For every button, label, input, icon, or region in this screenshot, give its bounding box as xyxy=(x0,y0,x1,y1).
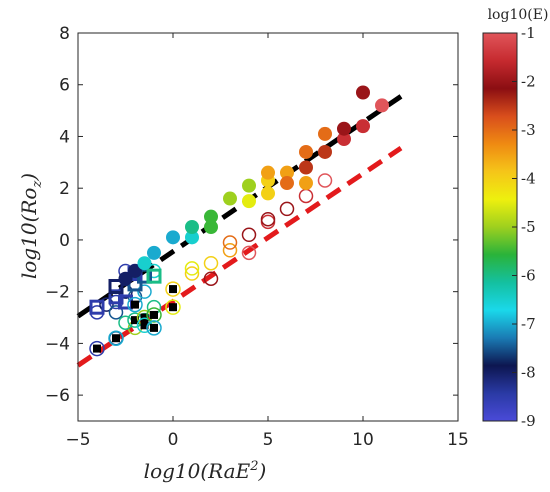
y-tick-label: −2 xyxy=(45,283,70,303)
colorbar-tick-label: -7 xyxy=(521,315,536,333)
open-circle-point xyxy=(203,255,219,271)
open-circle-point xyxy=(137,284,152,299)
square-ring-point xyxy=(146,320,162,336)
colorbar-tick-label: -2 xyxy=(521,73,536,91)
open-circle-point xyxy=(184,261,200,276)
open-circle-point xyxy=(260,211,276,227)
filled-circle-point xyxy=(299,160,313,175)
filled-circle-point xyxy=(242,194,256,209)
filled-circle-point xyxy=(337,132,351,147)
x-tick-label: 5 xyxy=(263,430,274,450)
data-points xyxy=(89,85,389,357)
square-ring-point xyxy=(89,340,105,357)
plot-axes-box xyxy=(77,32,459,422)
black-square-point xyxy=(140,321,149,330)
x-tick-label: 10 xyxy=(352,430,374,450)
filled-circle-point xyxy=(318,126,332,141)
colorbar-tick-label: -8 xyxy=(521,364,536,382)
square-ring-point xyxy=(165,281,181,297)
square-ring-point xyxy=(165,299,181,315)
filled-circle-point xyxy=(166,230,180,245)
open-square-point xyxy=(146,268,162,284)
filled-circle-point xyxy=(137,256,152,271)
filled-circle-point xyxy=(337,121,351,136)
colorbar-tick-label: -3 xyxy=(521,121,536,139)
filled-circle-point xyxy=(356,119,370,134)
y-axis-label: log10(Roz) xyxy=(17,173,45,279)
open-circle-point xyxy=(317,173,333,188)
filled-circle-point xyxy=(204,220,218,234)
filled-circle-point xyxy=(280,176,294,191)
filled-circle-point xyxy=(356,85,370,100)
colorbar-title: log10(E) xyxy=(488,7,549,23)
open-circle-point xyxy=(279,201,295,217)
open-circle-point xyxy=(222,235,238,250)
black-square-point xyxy=(169,285,177,294)
black-square-point xyxy=(131,300,139,309)
x-tick-label: 0 xyxy=(168,430,179,450)
filled-circle-point xyxy=(242,178,256,193)
y-tick-label: 2 xyxy=(59,179,70,199)
fit-line xyxy=(76,146,403,368)
filled-circle-point xyxy=(185,220,199,234)
x-tick-label: 15 xyxy=(447,430,469,450)
x-axis-ticks: −5 0 5 10 15 xyxy=(65,33,469,450)
open-circle-point xyxy=(184,266,200,281)
y-tick-label: −4 xyxy=(45,334,70,354)
black-square-point xyxy=(93,344,101,353)
filled-circle-point xyxy=(299,176,313,191)
filled-circle-point xyxy=(128,263,142,278)
colorbar xyxy=(482,32,518,422)
y-tick-label: 4 xyxy=(59,127,70,147)
filled-circle-point xyxy=(375,98,389,113)
black-square-point xyxy=(150,323,158,332)
y-tick-label: 8 xyxy=(59,24,70,44)
open-circle-point xyxy=(203,271,219,286)
square-ring-point xyxy=(108,330,124,346)
filled-circle-point xyxy=(223,191,237,206)
filled-circle-point xyxy=(204,209,218,224)
filled-circle-point xyxy=(318,144,332,159)
y-axis-ticks: −6 −4 −2 0 2 4 6 8 xyxy=(45,24,458,406)
square-ring-point xyxy=(146,307,162,323)
open-circle-point xyxy=(241,227,257,243)
colorbar-tick-label: -5 xyxy=(521,218,536,236)
open-circle-point xyxy=(241,245,257,261)
filled-circle-point xyxy=(299,144,313,159)
colorbar-tick-label: -6 xyxy=(521,267,536,285)
y-tick-label: 0 xyxy=(59,231,70,251)
open-square-point xyxy=(89,299,105,315)
open-circle-point xyxy=(99,297,114,312)
colorbar-tick-label: -1 xyxy=(521,24,536,42)
colorbar-tick-label: -9 xyxy=(521,412,536,430)
open-circle-point xyxy=(108,305,124,320)
black-square-point xyxy=(112,334,120,343)
open-circle-point xyxy=(298,188,314,204)
black-square-point xyxy=(150,310,158,319)
square-ring-point xyxy=(127,296,143,313)
x-tick-label: −5 xyxy=(65,430,90,450)
filled-circle-point xyxy=(261,165,275,180)
colorbar-tick-label: -4 xyxy=(521,170,536,188)
filled-circle-point xyxy=(280,165,294,180)
filled-circle-point xyxy=(118,271,133,286)
y-tick-label: −6 xyxy=(45,386,70,406)
open-circle-point xyxy=(222,243,238,258)
open-square-point xyxy=(108,278,124,294)
filled-circle-point xyxy=(261,186,275,201)
black-square-point xyxy=(131,316,139,325)
fit-lines xyxy=(76,94,403,368)
filled-circle-point xyxy=(185,230,199,245)
filled-circle-point xyxy=(147,245,161,260)
black-square-point xyxy=(169,303,177,312)
colorbar-ticks: -1 -2 -3 -4 -5 -6 -7 -8 -9 xyxy=(512,24,536,430)
y-tick-label: 6 xyxy=(59,76,70,96)
black-square-point xyxy=(140,313,149,322)
x-axis-label: log10(RaE2) xyxy=(144,459,267,483)
